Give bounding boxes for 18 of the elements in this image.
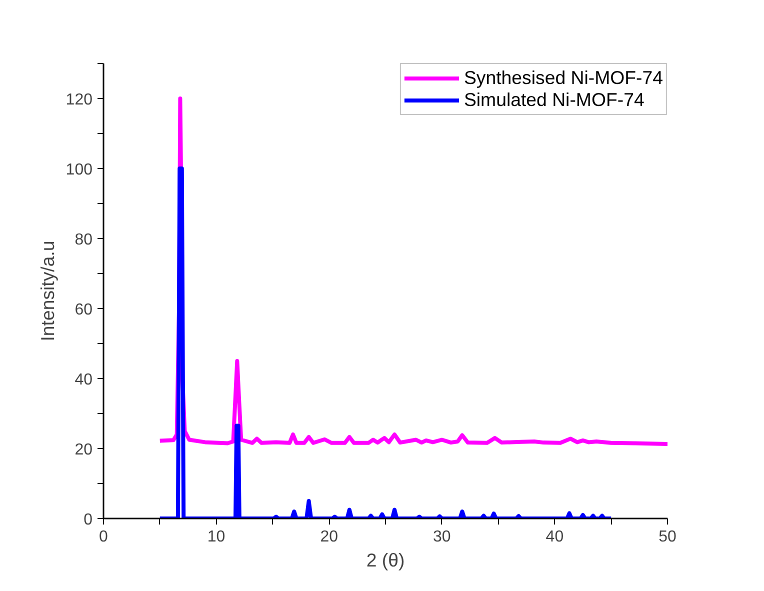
y-tick-label: 60 (74, 302, 93, 318)
line-series (158, 166, 614, 518)
x-tick-label: 10 (207, 528, 226, 546)
y-tick-label: 100 (66, 162, 93, 178)
x-tick-label: 20 (320, 528, 338, 546)
legend-label: Synthesised Ni-MOF-74 (464, 67, 663, 89)
y-tick-label: 80 (74, 232, 93, 248)
y-tick-label: 40 (74, 372, 93, 388)
y-tick-label: 20 (74, 442, 93, 458)
legend-label: Simulated Ni-MOF-74 (464, 89, 644, 111)
y-axis-title: Intensity/a.u (36, 240, 58, 342)
x-tick-label: 40 (546, 528, 564, 546)
x-tick-label: 30 (433, 528, 451, 546)
y-tick-label: 0 (84, 512, 93, 528)
x-tick-label: 0 (99, 528, 108, 546)
x-tick-label: 50 (658, 528, 676, 546)
x-axis-title: 2 (θ) (366, 550, 405, 570)
y-tick-label: 120 (66, 92, 93, 108)
